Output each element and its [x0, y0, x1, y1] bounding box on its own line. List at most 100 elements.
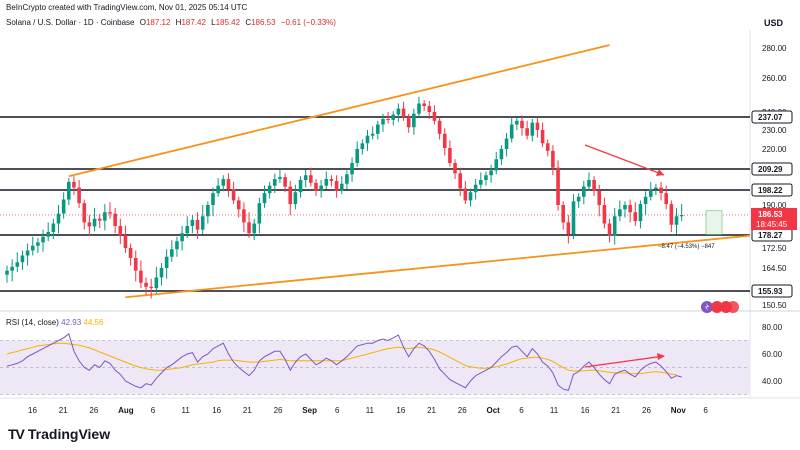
- time-axis-label: 6: [151, 406, 156, 415]
- open-value: 187.12: [145, 18, 171, 27]
- candle-body: [123, 235, 128, 248]
- candle-body: [339, 183, 344, 191]
- time-axis-label: 16: [396, 406, 405, 415]
- candle-body: [643, 196, 648, 205]
- bar-countdown: 18:45:45: [756, 220, 788, 229]
- candle-body: [607, 223, 612, 236]
- rsi-tick-label: 60.00: [762, 350, 783, 359]
- candle-body: [288, 186, 293, 205]
- candle-body: [587, 179, 591, 187]
- time-axis-label: 21: [243, 406, 252, 415]
- candle-body: [545, 143, 550, 151]
- low-value: 185.42: [215, 18, 241, 27]
- time-axis-label: 26: [274, 406, 283, 415]
- candle-body: [422, 103, 426, 107]
- time-axis-label: Aug: [118, 406, 134, 415]
- candle-body: [61, 199, 66, 214]
- candle-body: [499, 149, 504, 160]
- candle-body: [566, 222, 571, 235]
- time-axis-label: 11: [550, 406, 559, 415]
- candle-body: [664, 193, 668, 205]
- candle-body: [185, 225, 190, 234]
- candle-body: [345, 174, 349, 184]
- time-axis-label: 16: [212, 406, 221, 415]
- candle-body: [535, 122, 540, 130]
- tv-alert-badge[interactable]: [700, 300, 740, 319]
- candle-body: [576, 196, 581, 202]
- candle-body: [370, 133, 375, 136]
- level-label: 198.22: [758, 186, 783, 195]
- attribution-caption: BeInCrypto created with TradingView.com,…: [6, 3, 248, 12]
- candle-body: [489, 170, 493, 176]
- time-axis-label: 16: [28, 406, 37, 415]
- symbol-legend: Solana / U.S. Dollar · 1D · Coinbase O18…: [6, 18, 336, 27]
- level-label-box: [751, 162, 793, 176]
- candle-body: [530, 122, 535, 136]
- candle-body: [350, 163, 354, 175]
- time-axis-label: 26: [89, 406, 98, 415]
- candle-body: [360, 143, 365, 149]
- brand-name: TradingView: [27, 426, 111, 442]
- level-label: 209.29: [758, 165, 783, 174]
- candle-body: [504, 138, 509, 149]
- candle-body: [30, 245, 35, 251]
- rsi-legend: RSI (14, close) 42.93 44.56: [6, 318, 103, 327]
- rsi-tick-label: 80.00: [762, 323, 783, 332]
- candle-body: [319, 185, 323, 191]
- candle-body: [67, 181, 71, 200]
- candle-body: [283, 177, 287, 187]
- candle-body: [623, 205, 627, 210]
- candle-body: [226, 179, 231, 190]
- time-axis-label: 6: [703, 406, 708, 415]
- tradingview-logo-icon: TV: [8, 426, 25, 442]
- candle-body: [267, 185, 272, 194]
- candle-body: [669, 204, 674, 225]
- candle-body: [329, 179, 334, 181]
- candle-body: [56, 213, 61, 224]
- price-tick-label: 220.00: [762, 145, 787, 154]
- candle-body: [417, 103, 421, 114]
- candle-body: [386, 118, 390, 120]
- candle-body: [427, 106, 432, 112]
- candle-body: [303, 175, 308, 180]
- rsi-line: [6, 332, 682, 391]
- change-value: −0.61 (−0.33%): [280, 18, 336, 27]
- candle-body: [458, 173, 462, 189]
- candle-body: [15, 262, 20, 267]
- candle-body: [118, 225, 123, 236]
- price-tick-label: 164.50: [762, 264, 787, 273]
- tradingview-brand[interactable]: TV TradingView: [8, 426, 110, 442]
- candle-body: [195, 219, 200, 230]
- candle-body: [97, 218, 102, 221]
- symbol-name[interactable]: Solana / U.S. Dollar · 1D · Coinbase: [6, 18, 135, 27]
- divergence-arrowhead-price: [656, 169, 664, 176]
- currency-label[interactable]: USD: [764, 18, 784, 28]
- candle-body: [376, 124, 380, 134]
- candle-body: [190, 219, 195, 226]
- candle-body: [648, 189, 653, 197]
- candle-body: [144, 282, 148, 287]
- candle-body: [273, 179, 277, 186]
- low-label: L: [211, 18, 216, 27]
- candle-body: [612, 216, 617, 236]
- candle-body: [314, 182, 318, 191]
- candle-body: [180, 233, 184, 242]
- level-label: 178.27: [758, 231, 783, 240]
- candle-body: [10, 266, 14, 271]
- candle-body: [164, 256, 169, 268]
- candle-body: [200, 216, 205, 230]
- candle-body: [20, 255, 25, 263]
- candle-body: [103, 212, 107, 221]
- candle-body: [515, 120, 519, 125]
- candle-body: [479, 179, 483, 185]
- candle-body: [525, 128, 529, 136]
- time-axis-label: 16: [581, 406, 590, 415]
- time-axis-label: 26: [458, 406, 467, 415]
- rsi-name[interactable]: RSI (14, close): [6, 318, 59, 327]
- candle-body: [654, 187, 658, 190]
- candle-body: [463, 188, 468, 201]
- candle-body: [139, 270, 143, 283]
- level-label-box: [751, 183, 793, 197]
- candle-body: [252, 223, 256, 234]
